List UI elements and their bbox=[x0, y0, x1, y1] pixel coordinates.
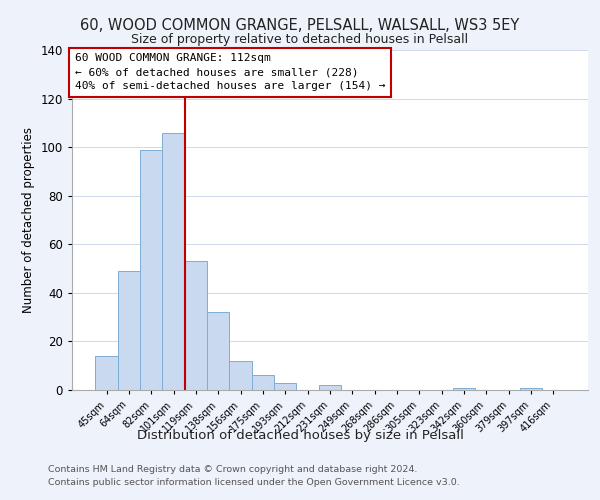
Bar bbox=[207, 312, 229, 390]
Bar bbox=[185, 262, 207, 390]
Text: Size of property relative to detached houses in Pelsall: Size of property relative to detached ho… bbox=[131, 32, 469, 46]
Bar bbox=[453, 388, 475, 390]
Y-axis label: Number of detached properties: Number of detached properties bbox=[22, 127, 35, 313]
Bar bbox=[163, 132, 185, 390]
Text: Contains public sector information licensed under the Open Government Licence v3: Contains public sector information licen… bbox=[48, 478, 460, 487]
Bar bbox=[274, 382, 296, 390]
Bar bbox=[140, 150, 163, 390]
Text: 60, WOOD COMMON GRANGE, PELSALL, WALSALL, WS3 5EY: 60, WOOD COMMON GRANGE, PELSALL, WALSALL… bbox=[80, 18, 520, 32]
Bar bbox=[95, 356, 118, 390]
Bar bbox=[118, 271, 140, 390]
Text: 60 WOOD COMMON GRANGE: 112sqm
← 60% of detached houses are smaller (228)
40% of : 60 WOOD COMMON GRANGE: 112sqm ← 60% of d… bbox=[74, 54, 385, 92]
Bar bbox=[252, 376, 274, 390]
Text: Distribution of detached houses by size in Pelsall: Distribution of detached houses by size … bbox=[137, 428, 463, 442]
Bar bbox=[520, 388, 542, 390]
Text: Contains HM Land Registry data © Crown copyright and database right 2024.: Contains HM Land Registry data © Crown c… bbox=[48, 466, 418, 474]
Bar bbox=[229, 361, 252, 390]
Bar bbox=[319, 385, 341, 390]
